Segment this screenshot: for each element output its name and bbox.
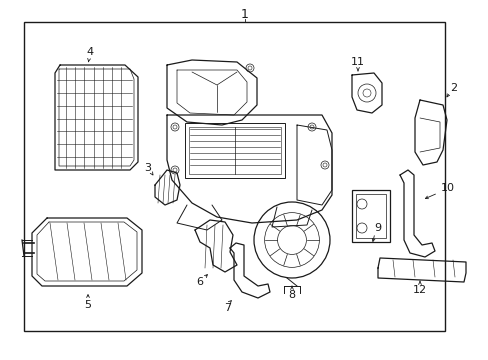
Text: 3: 3	[144, 163, 151, 173]
Text: 1: 1	[241, 8, 248, 21]
Bar	[189, 127, 281, 174]
Text: 9: 9	[374, 223, 381, 233]
Text: 8: 8	[288, 290, 295, 300]
Text: 12: 12	[412, 285, 426, 295]
Text: 2: 2	[449, 83, 457, 93]
Text: 5: 5	[84, 300, 91, 310]
Text: 7: 7	[224, 303, 231, 313]
Text: 4: 4	[86, 47, 93, 57]
Bar	[355, 194, 385, 238]
Bar	[184, 123, 285, 178]
Bar	[351, 190, 389, 242]
Text: 11: 11	[350, 57, 364, 67]
Bar	[24, 22, 444, 331]
Text: 10: 10	[440, 183, 454, 193]
Text: 6: 6	[196, 277, 203, 287]
